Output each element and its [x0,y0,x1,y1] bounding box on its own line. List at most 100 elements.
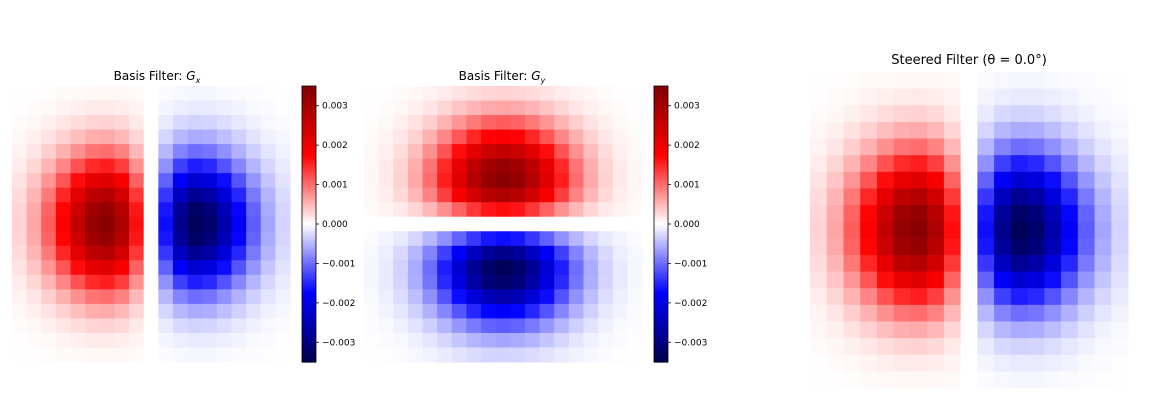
heatmap-cell [810,321,828,339]
heatmap-cell [1061,188,1079,206]
heatmap-cell [524,129,541,145]
heatmap-cell [85,100,101,116]
heatmap-cell [1094,88,1112,106]
heatmap-cell [612,86,628,102]
colorbar-gradient-segment [654,244,668,248]
heatmap-cell [26,274,42,290]
heatmap-cell [843,338,861,356]
heatmap-cell [364,332,380,348]
heatmap-cell [231,260,247,276]
heatmap-cell [843,88,861,106]
panel-gy-heatmap [364,86,643,363]
heatmap-cell [41,144,57,160]
heatmap-cell [378,187,394,203]
heatmap-cell [55,347,72,363]
heatmap-cell [451,274,467,290]
heatmap-cell [70,318,86,334]
heatmap-cell [927,321,945,339]
heatmap-cell [893,354,911,372]
heatmap-cell [99,187,115,203]
heatmap-cell [994,105,1012,123]
heatmap-cell [810,371,828,389]
heatmap-cell [583,144,599,160]
heatmap-cell [187,289,203,305]
heatmap-cell [364,187,380,203]
heatmap-cell [12,173,28,189]
heatmap-cell [216,86,232,102]
heatmap-cell [943,138,962,156]
heatmap-cell [554,216,570,232]
heatmap-cell [437,115,453,131]
heatmap-cell [539,158,555,174]
heatmap-cell [275,274,291,290]
heatmap-cell [910,88,928,106]
heatmap-cell [158,303,174,319]
heatmap-cell [466,100,482,116]
heatmap-cell [99,245,115,261]
heatmap-cell [41,260,57,276]
heatmap-cell [143,216,159,232]
heatmap-cell [927,72,945,90]
heatmap-cell [583,289,599,305]
heatmap-cell [187,158,203,174]
heatmap-cell [910,171,928,189]
colorbar-gradient-segment [654,302,668,306]
colorbar-gradient-segment [654,247,668,250]
heatmap-cell [843,304,861,322]
heatmap-cell [876,304,895,322]
heatmap-cell [568,129,584,145]
heatmap-cell [598,347,614,363]
heatmap-cell [172,129,189,145]
heatmap-cell [143,100,159,116]
colorbar-gradient-segment [654,256,668,260]
heatmap-cell [437,303,453,319]
heatmap-cell [172,187,189,203]
colorbar-gradient-segment [302,258,316,262]
heatmap-cell [1027,254,1045,273]
heatmap-cell [129,187,145,203]
heatmap-cell [70,303,86,319]
heatmap-cell [598,231,614,247]
heatmap-cell [1044,221,1062,239]
heatmap-cell [466,245,482,261]
colorbar-gradient-segment [654,191,668,195]
heatmap-cell [364,115,380,131]
heatmap-cell [810,88,828,106]
heatmap-cell [143,274,159,290]
heatmap-cell [216,245,232,261]
colorbar-gradient-segment [302,175,316,179]
heatmap-cell [260,245,276,261]
heatmap-cell [960,155,978,173]
heatmap-cell [364,129,380,145]
heatmap-cell [114,86,130,102]
heatmap-cell [129,129,145,145]
heatmap-cell [568,173,584,189]
heatmap-cell [977,321,995,339]
heatmap-cell [246,347,262,363]
heatmap-cell [495,289,511,305]
colorbar-gradient-segment [302,88,316,92]
heatmap-cell [407,274,424,290]
colorbar-gradient-segment [302,182,316,186]
heatmap-cell [393,332,409,348]
heatmap-cell [994,88,1012,106]
heatmap-cell [231,332,247,348]
colorbar-gradient-segment [302,95,316,99]
heatmap-cell [1111,205,1129,223]
colorbar-gradient-segment [654,104,668,108]
heatmap-cell [129,158,145,174]
colorbar-gradient-segment [654,242,668,246]
heatmap-cell [927,354,945,372]
heatmap-cell [568,231,584,247]
heatmap-cell [437,100,453,116]
heatmap-cell [364,86,380,102]
heatmap-cell [554,100,570,116]
heatmap-cell [977,155,995,173]
heatmap-cell [246,202,262,218]
colorbar-gradient-segment [654,311,668,315]
heatmap-cell [598,129,614,145]
heatmap-cell [583,129,599,145]
colorbar-tick-label: −0.003 [674,338,707,348]
heatmap-cell [393,318,409,334]
